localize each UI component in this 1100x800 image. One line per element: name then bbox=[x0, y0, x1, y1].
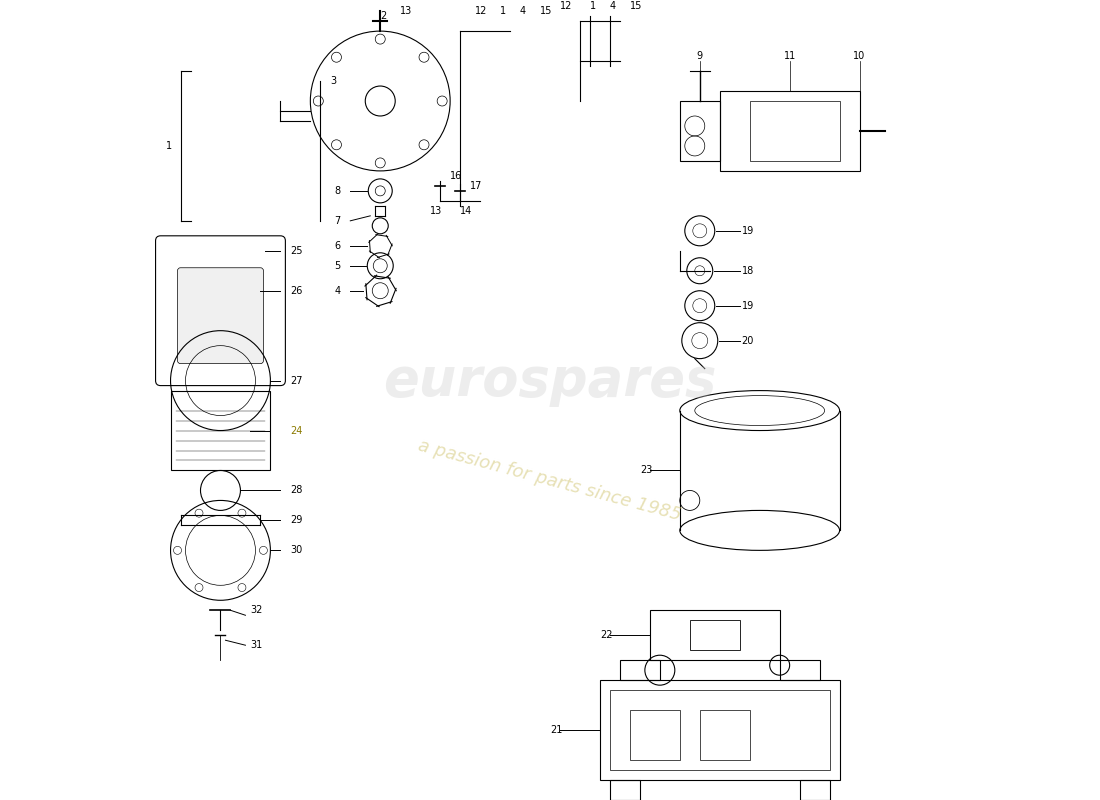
Text: 6: 6 bbox=[334, 241, 340, 250]
Text: 4: 4 bbox=[334, 286, 340, 296]
Text: a passion for parts since 1985: a passion for parts since 1985 bbox=[417, 437, 683, 524]
Text: 2: 2 bbox=[381, 11, 386, 21]
Text: 14: 14 bbox=[460, 206, 472, 216]
Bar bbox=[719, 91, 859, 171]
Text: 22: 22 bbox=[600, 630, 613, 640]
Bar bbox=[750, 101, 839, 161]
Bar bbox=[650, 610, 780, 660]
Bar bbox=[170, 390, 271, 470]
Text: 13: 13 bbox=[430, 206, 442, 216]
Bar bbox=[620, 660, 660, 680]
Text: 15: 15 bbox=[630, 1, 642, 11]
Bar bbox=[780, 660, 820, 680]
Text: 15: 15 bbox=[540, 6, 552, 16]
Text: 20: 20 bbox=[741, 336, 755, 346]
Bar bbox=[600, 680, 839, 780]
Text: 17: 17 bbox=[470, 181, 483, 191]
Text: 26: 26 bbox=[290, 286, 303, 296]
Text: 12: 12 bbox=[475, 6, 487, 16]
Bar bbox=[800, 780, 829, 800]
Text: 27: 27 bbox=[290, 376, 303, 386]
Text: 8: 8 bbox=[334, 186, 340, 196]
Bar bbox=[630, 710, 680, 760]
Text: 1: 1 bbox=[500, 6, 506, 16]
Text: 1: 1 bbox=[590, 1, 596, 11]
Text: 1: 1 bbox=[166, 141, 172, 151]
Text: 32: 32 bbox=[251, 606, 263, 615]
Text: 16: 16 bbox=[450, 171, 462, 181]
Text: 28: 28 bbox=[290, 486, 303, 495]
Text: 19: 19 bbox=[741, 226, 754, 236]
Text: 4: 4 bbox=[609, 1, 616, 11]
Text: 9: 9 bbox=[696, 51, 703, 61]
Text: 11: 11 bbox=[783, 51, 795, 61]
Text: 7: 7 bbox=[334, 216, 340, 226]
Text: 13: 13 bbox=[400, 6, 412, 16]
Text: 4: 4 bbox=[520, 6, 526, 16]
Bar bbox=[690, 620, 739, 650]
Text: 3: 3 bbox=[330, 76, 337, 86]
Bar bbox=[609, 780, 640, 800]
Text: 23: 23 bbox=[640, 466, 652, 475]
Text: 25: 25 bbox=[290, 246, 303, 256]
Text: 31: 31 bbox=[251, 640, 263, 650]
Bar bbox=[609, 690, 829, 770]
Text: eurospares: eurospares bbox=[383, 354, 717, 406]
Bar bbox=[680, 101, 719, 161]
FancyBboxPatch shape bbox=[177, 268, 263, 364]
Bar bbox=[700, 710, 750, 760]
Text: 21: 21 bbox=[550, 725, 562, 735]
Text: 24: 24 bbox=[290, 426, 303, 435]
Text: 5: 5 bbox=[334, 261, 340, 270]
Text: 12: 12 bbox=[560, 1, 572, 11]
Text: 30: 30 bbox=[290, 546, 303, 555]
Text: 19: 19 bbox=[741, 301, 754, 310]
Text: 29: 29 bbox=[290, 515, 303, 526]
Text: 18: 18 bbox=[741, 266, 754, 276]
Text: 10: 10 bbox=[854, 51, 866, 61]
